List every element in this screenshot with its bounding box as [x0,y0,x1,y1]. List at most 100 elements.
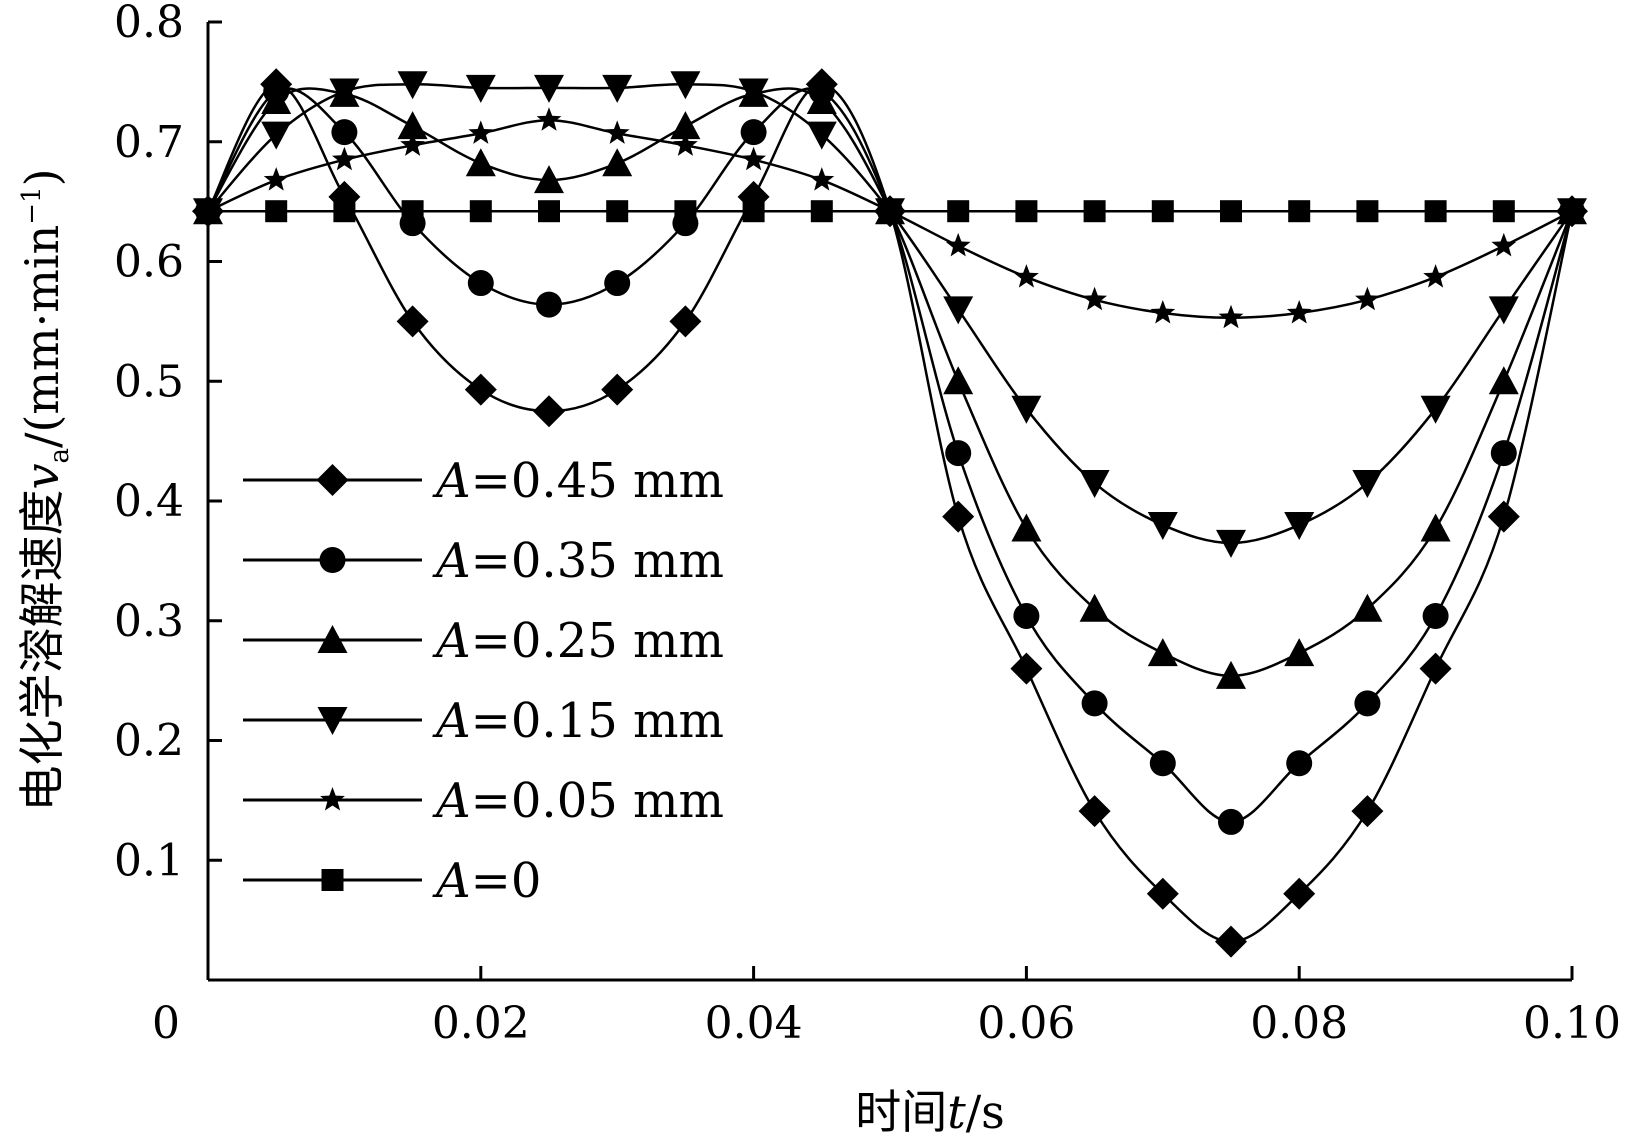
data-point-circle [740,119,767,146]
data-point-circle [467,270,494,297]
data-point-square [1492,200,1515,223]
data-point-square [1083,200,1106,223]
data-point-triangle-down [534,74,564,103]
data-point-square [742,200,765,223]
x-tick-label: 0 [152,998,180,1049]
legend-label: A=0.35 mm [432,533,724,589]
legend-marker-diamond [316,464,349,496]
data-point-diamond [1351,795,1384,828]
data-point-triangle-down [1011,395,1042,424]
legend-label: A=0.15 mm [432,693,724,749]
data-point-diamond [396,305,429,338]
data-point-diamond [1146,877,1179,910]
data-point-square [674,200,697,223]
data-point-triangle-down [1284,511,1315,540]
data-point-triangle-up [465,148,496,177]
series-line-0 [206,83,1574,943]
data-point-diamond [1283,877,1316,910]
data-point-star [332,146,357,171]
data-point-square [1561,200,1583,223]
data-point-square [1356,200,1379,223]
legend-marker-circle [319,547,346,573]
x-tick-label: 0.10 [1523,998,1621,1049]
data-point-star [1014,264,1039,288]
data-point-triangle-up [670,111,701,140]
data-point-circle [1354,690,1381,717]
data-point-star [945,232,971,257]
data-point-square [1424,200,1447,223]
data-point-diamond [1078,795,1111,828]
legend-marker-star [320,787,345,811]
data-point-circle [1013,602,1040,629]
data-point-star [1355,286,1380,311]
x-tick-label: 0.04 [705,998,803,1049]
data-point-circle [331,119,358,146]
data-point-square [197,200,219,223]
data-point-circle [1422,602,1449,629]
data-point-star [263,167,289,191]
data-point-circle [1081,690,1108,717]
data-point-star [1423,264,1448,288]
series-line-1 [206,87,1574,824]
data-point-square [1220,200,1242,223]
data-point-square [538,200,560,223]
data-point-circle [945,440,972,467]
data-point-triangle-down [943,296,974,325]
data-point-triangle-up [1079,593,1110,622]
data-point-star [741,146,766,171]
data-point-diamond [1215,925,1247,958]
axis-labels: 时间t/s 电化学溶解速度va/(mm·min−1) [15,168,1005,1133]
data-point-square [606,200,629,223]
x-tick-label: 0.06 [977,998,1075,1049]
series-line-2 [206,87,1574,678]
data-point-square [879,200,901,223]
data-point-triangle-down [738,78,769,107]
data-point-triangle-down [465,74,496,103]
data-point-triangle-up [1488,366,1519,395]
data-point-triangle-up [1147,638,1178,667]
data-point-star [468,120,494,144]
data-point-triangle-down [1079,470,1110,499]
legend-label: A=0 [432,853,541,909]
data-point-triangle-up [397,111,428,140]
data-point-triangle-up [261,86,292,115]
data-point-triangle-down [1420,395,1451,424]
data-point-triangle-down [1216,529,1246,558]
series-lines [206,82,1574,943]
y-axis-label: 电化学溶解速度va/(mm·min−1) [15,168,75,811]
data-point-diamond [1010,652,1043,685]
legend-label: A=0.05 mm [432,773,724,829]
data-point-diamond [464,373,497,406]
data-point-star [1218,304,1244,329]
data-point-star [1150,300,1176,324]
data-point-triangle-down [1488,296,1519,325]
axes: 0.1 0.2 0.3 0.4 0.5 0.6 0.7 0.8 0 0.02 0.04 0.06 0.0… [114,0,1621,1049]
data-point-star [536,107,562,131]
data-point-square [1151,200,1174,223]
data-point-triangle-up [534,165,564,194]
data-point-circle [536,291,562,318]
data-point-triangle-down [261,121,292,150]
data-point-star [809,167,835,191]
data-point-triangle-up [1352,593,1383,622]
data-point-triangle-down [806,121,837,150]
legend-marker-triangle-up [317,625,348,653]
legend-label: A=0.45 mm [432,453,724,509]
data-point-star [1082,286,1107,311]
data-point-star [1491,232,1517,257]
data-point-triangle-up [806,86,837,115]
data-point-square [1288,200,1311,223]
y-tick-label: 0.1 [114,835,184,886]
data-point-triangle-down [602,74,633,103]
data-point-triangle-up [943,366,974,395]
y-tick-label: 0.4 [114,476,184,527]
data-point-triangle-down [1147,511,1178,540]
x-tick-label: 0.02 [432,998,530,1049]
data-point-circle [604,270,631,297]
data-point-triangle-up [602,148,633,177]
y-tick-label: 0.7 [114,117,184,168]
data-point-triangle-down [670,71,701,100]
data-point-square [333,200,356,223]
data-point-triangle-up [1420,513,1451,542]
